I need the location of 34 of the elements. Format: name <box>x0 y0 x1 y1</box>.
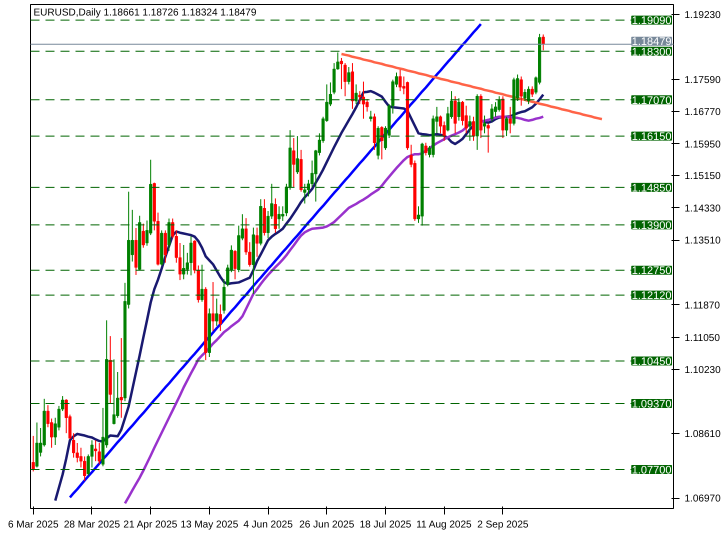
x-tick-label: 11 Aug 2025 <box>416 520 472 530</box>
y-tick-label: 1.08610 <box>684 429 722 440</box>
y-tick-label: 1.16770 <box>684 107 722 118</box>
x-tick-label: 18 Jul 2025 <box>360 520 412 530</box>
chart-title: EURUSD,Daily 1.18661 1.18726 1.18324 1.18479 <box>34 8 257 18</box>
ref-line-label: 1.18300 <box>632 46 672 58</box>
y-tick-label: 1.15150 <box>684 171 722 182</box>
ref-line-label: 1.13900 <box>632 220 672 232</box>
y-tick-label: 1.19230 <box>684 10 722 22</box>
y-tick-label: 1.13510 <box>684 236 722 247</box>
ref-line-label: 1.14850 <box>632 182 672 194</box>
x-tick-label: 4 Jun 2025 <box>243 520 294 530</box>
ref-line-label: 1.12120 <box>632 290 672 302</box>
x-tick-label: 28 Mar 2025 <box>64 520 120 530</box>
y-tick-label: 1.10230 <box>684 365 722 376</box>
ref-line-label: 1.17070 <box>632 94 672 107</box>
y-tick-label: 1.06970 <box>684 494 722 505</box>
ref-line-label: 1.09370 <box>632 398 672 411</box>
y-tick-label: 1.17590 <box>684 74 722 86</box>
ref-line-label: 1.07700 <box>632 464 672 476</box>
y-tick-label: 1.14330 <box>684 203 722 214</box>
ref-line-label: 1.18479 <box>632 36 672 48</box>
x-tick-label: 21 Apr 2025 <box>123 520 178 530</box>
ref-line-label: 1.10450 <box>632 356 672 368</box>
ref-line-label: 1.12750 <box>632 265 672 278</box>
y-tick-label: 1.11870 <box>684 300 720 312</box>
y-tick-label: 1.11050 <box>684 332 720 344</box>
ref-line-label: 1.19090 <box>632 15 672 28</box>
x-tick-label: 2 Sep 2025 <box>477 520 529 530</box>
y-tick-label: 1.15950 <box>684 139 722 150</box>
x-tick-label: 13 May 2025 <box>180 520 239 530</box>
x-tick-label: 6 Mar 2025 <box>8 520 59 530</box>
ref-line-label: 1.16150 <box>632 131 672 144</box>
x-tick-label: 26 Jun 2025 <box>299 520 355 530</box>
